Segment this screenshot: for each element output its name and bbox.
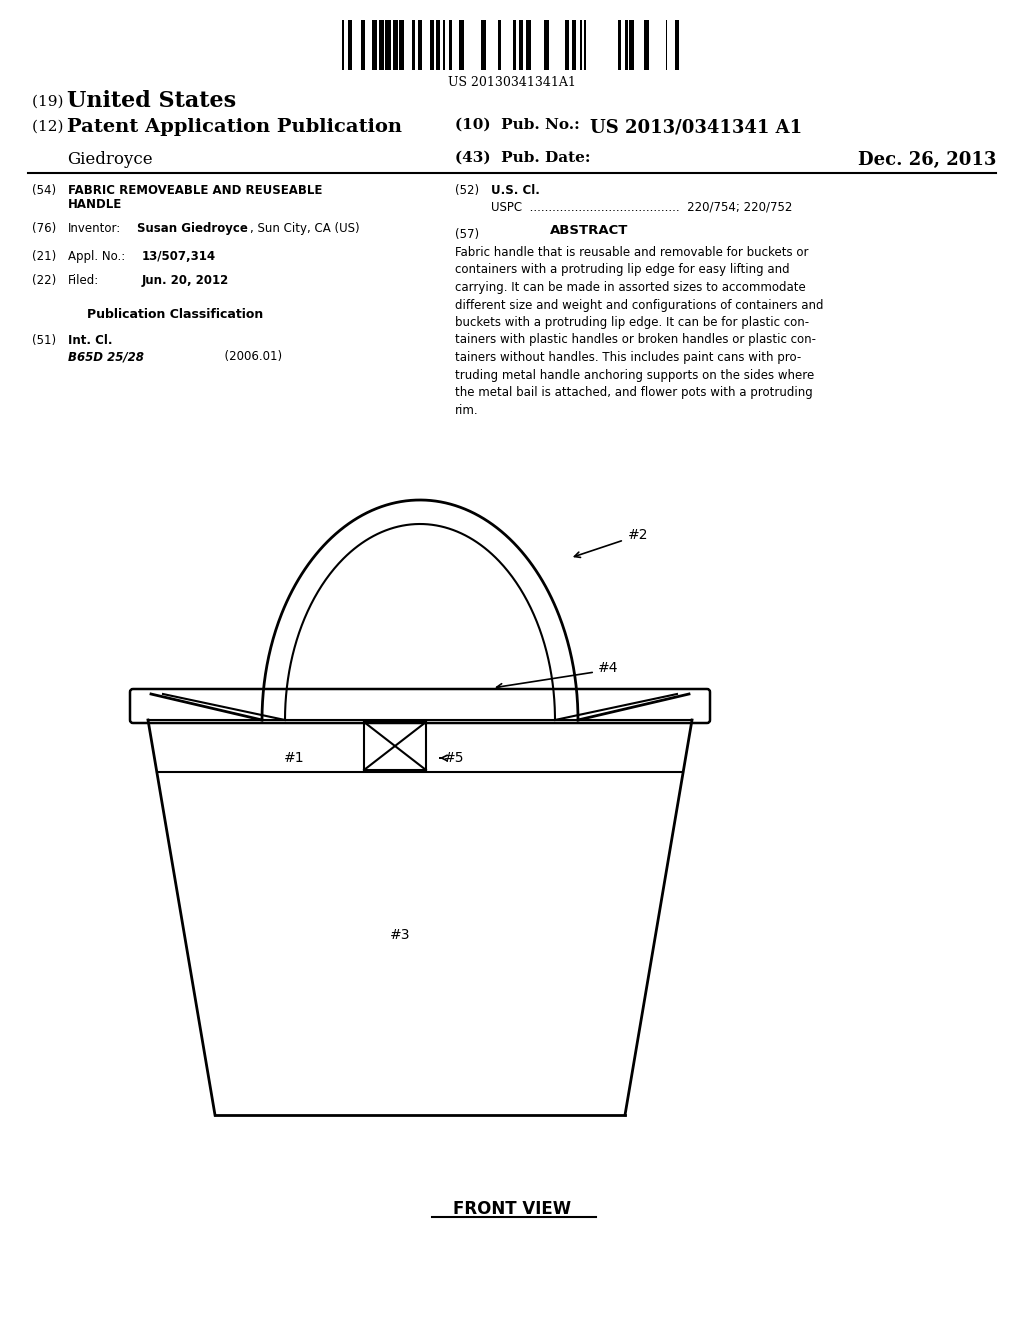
Text: (12): (12) — [32, 120, 69, 135]
Text: (54): (54) — [32, 183, 56, 197]
Bar — [399, 20, 403, 70]
Text: Dec. 26, 2013: Dec. 26, 2013 — [858, 150, 996, 169]
Bar — [666, 20, 668, 70]
Text: (43)  Pub. Date:: (43) Pub. Date: — [455, 150, 591, 165]
Text: Susan Giedroyce: Susan Giedroyce — [137, 222, 248, 235]
Text: Int. Cl.: Int. Cl. — [68, 334, 113, 347]
Text: , Sun City, CA (US): , Sun City, CA (US) — [250, 222, 359, 235]
Text: #5: #5 — [444, 751, 465, 766]
Text: (21): (21) — [32, 249, 56, 263]
Text: (2006.01): (2006.01) — [187, 350, 283, 363]
Text: (19): (19) — [32, 95, 69, 110]
Bar — [519, 20, 523, 70]
Bar — [481, 20, 486, 70]
Text: U.S. Cl.: U.S. Cl. — [490, 183, 540, 197]
Bar — [544, 20, 549, 70]
Bar — [379, 20, 384, 70]
Text: #3: #3 — [390, 928, 411, 942]
Text: Jun. 20, 2012: Jun. 20, 2012 — [142, 275, 229, 286]
Bar — [364, 722, 426, 770]
Text: (57): (57) — [455, 228, 479, 242]
Text: #4: #4 — [598, 661, 618, 675]
Text: USPC  ........................................  220/754; 220/752: USPC ...................................… — [490, 201, 793, 213]
Text: (10)  Pub. No.:: (10) Pub. No.: — [455, 117, 580, 132]
Bar — [449, 20, 452, 70]
Bar — [442, 20, 445, 70]
Text: United States: United States — [67, 90, 237, 112]
Bar — [373, 20, 378, 70]
Text: US 2013/0341341 A1: US 2013/0341341 A1 — [590, 117, 802, 136]
Bar — [342, 20, 344, 70]
Bar — [629, 20, 634, 70]
Text: ABSTRACT: ABSTRACT — [550, 224, 629, 238]
Bar — [580, 20, 582, 70]
Text: (51): (51) — [32, 334, 56, 347]
Text: HANDLE: HANDLE — [68, 198, 122, 211]
Bar — [644, 20, 648, 70]
Bar — [584, 20, 586, 70]
Text: #1: #1 — [284, 751, 304, 766]
Text: #2: #2 — [628, 528, 648, 543]
Bar — [571, 20, 577, 70]
Text: FABRIC REMOVEABLE AND REUSEABLE: FABRIC REMOVEABLE AND REUSEABLE — [68, 183, 323, 197]
Text: (22): (22) — [32, 275, 56, 286]
Text: 13/507,314: 13/507,314 — [142, 249, 216, 263]
Text: US 20130341341A1: US 20130341341A1 — [449, 77, 575, 88]
Bar — [625, 20, 628, 70]
Text: Fabric handle that is reusable and removable for buckets or
containers with a pr: Fabric handle that is reusable and remov… — [455, 246, 823, 417]
Text: Filed:: Filed: — [68, 275, 99, 286]
Bar — [361, 20, 365, 70]
Bar — [526, 20, 530, 70]
Text: Publication Classification: Publication Classification — [87, 308, 263, 321]
Text: Patent Application Publication: Patent Application Publication — [67, 117, 402, 136]
Bar — [412, 20, 416, 70]
Bar — [459, 20, 464, 70]
Bar — [418, 20, 422, 70]
Bar — [498, 20, 501, 70]
Bar — [513, 20, 516, 70]
Text: (52): (52) — [455, 183, 479, 197]
Text: (76): (76) — [32, 222, 56, 235]
Bar — [430, 20, 434, 70]
Bar — [564, 20, 569, 70]
Bar — [347, 20, 352, 70]
Text: Appl. No.:: Appl. No.: — [68, 249, 125, 263]
Bar — [675, 20, 679, 70]
Text: B65D 25/28: B65D 25/28 — [68, 350, 144, 363]
Text: FRONT VIEW: FRONT VIEW — [453, 1200, 571, 1218]
Bar — [617, 20, 622, 70]
Text: Giedroyce: Giedroyce — [67, 150, 153, 168]
Text: Inventor:: Inventor: — [68, 222, 121, 235]
Bar — [392, 20, 397, 70]
Bar — [385, 20, 391, 70]
Bar — [436, 20, 440, 70]
